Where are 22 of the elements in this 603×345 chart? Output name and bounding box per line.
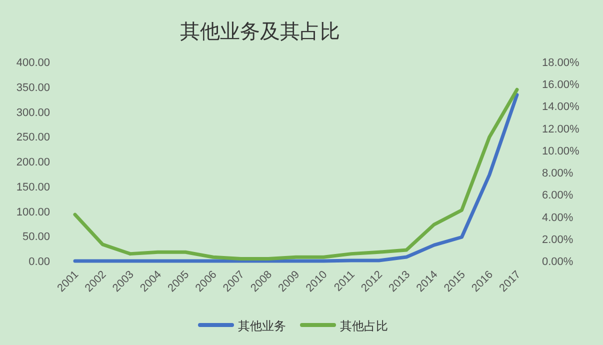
legend-label: 其他业务 <box>238 319 286 333</box>
y-tick-label: 250.00 <box>16 132 50 144</box>
y-tick-label: 300.00 <box>16 106 50 119</box>
y2-tick-label: 4.00% <box>542 212 574 224</box>
y2-tick-label: 16.00% <box>542 79 580 92</box>
y2-tick-label: 2.00% <box>542 234 574 246</box>
y-tick-label: 350.00 <box>16 82 50 94</box>
legend-label: 其他占比 <box>340 319 388 333</box>
y2-tick-label: 6.00% <box>542 190 574 202</box>
y2-tick-label: 0.00% <box>542 256 574 268</box>
y-tick-label: 150.00 <box>16 181 50 194</box>
y2-tick-label: 12.00% <box>542 123 580 136</box>
y2-tick-label: 18.00% <box>542 57 580 69</box>
chart-title: 其他业务及其占比 <box>180 21 340 43</box>
y-tick-label: 200.00 <box>16 156 50 168</box>
y2-tick-label: 8.00% <box>542 168 574 180</box>
y-tick-label: 50.00 <box>22 231 50 244</box>
y2-tick-label: 14.00% <box>542 101 580 114</box>
y-tick-label: 400.00 <box>16 57 50 69</box>
y-tick-label: 100.00 <box>16 206 50 218</box>
y-tick-label: 0.00 <box>28 256 50 268</box>
y2-tick-label: 10.00% <box>542 145 580 158</box>
